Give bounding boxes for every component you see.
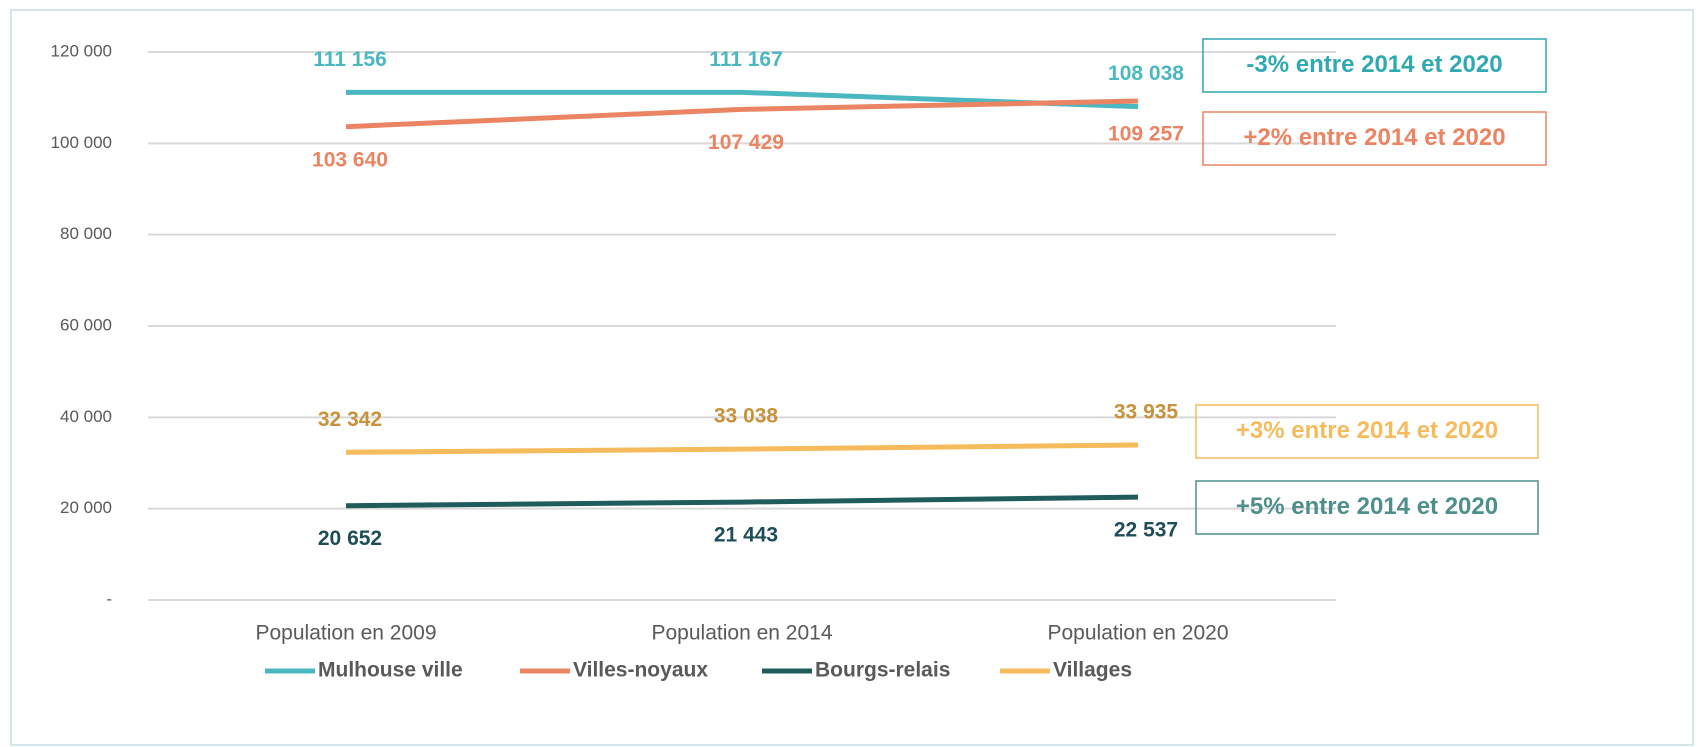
legend-label: Mulhouse ville bbox=[318, 659, 463, 682]
data-label: 108 038 bbox=[1108, 62, 1184, 85]
data-label: 33 038 bbox=[714, 405, 779, 428]
y-tick-label: 100 000 bbox=[51, 133, 112, 152]
series-line bbox=[345, 98, 1139, 130]
annotation-text: -3% entre 2014 et 2020 bbox=[1246, 51, 1502, 78]
legend-label: Bourgs-relais bbox=[815, 659, 950, 682]
y-tick-label: 40 000 bbox=[60, 407, 112, 426]
x-tick-label: Population en 2014 bbox=[652, 622, 833, 645]
y-tick-label: 120 000 bbox=[51, 41, 112, 60]
annotation-text: +5% entre 2014 et 2020 bbox=[1236, 493, 1498, 520]
data-label: 32 342 bbox=[318, 408, 382, 431]
series-line bbox=[345, 494, 1139, 509]
data-label: 111 156 bbox=[313, 48, 387, 71]
annotation-box bbox=[1202, 38, 1547, 93]
y-tick-label: - bbox=[106, 589, 112, 608]
x-tick-label: Population en 2009 bbox=[256, 622, 437, 645]
annotation-text: +2% entre 2014 et 2020 bbox=[1243, 124, 1505, 151]
data-label: 109 257 bbox=[1108, 123, 1184, 146]
annotation-text: +3% entre 2014 et 2020 bbox=[1236, 417, 1498, 444]
x-tick-label: Population en 2020 bbox=[1048, 622, 1229, 645]
data-label: 20 652 bbox=[318, 527, 382, 550]
data-label: 111 167 bbox=[709, 48, 783, 71]
annotation-box bbox=[1195, 480, 1539, 535]
y-tick-label: 20 000 bbox=[60, 498, 112, 517]
legend-label: Villes-noyaux bbox=[573, 659, 708, 682]
series-line bbox=[345, 442, 1139, 455]
data-label: 21 443 bbox=[714, 524, 778, 547]
data-label: 22 537 bbox=[1114, 519, 1178, 542]
annotation-box bbox=[1202, 111, 1547, 166]
data-label: 107 429 bbox=[708, 131, 784, 154]
y-tick-label: 60 000 bbox=[60, 315, 112, 334]
y-tick-label: 80 000 bbox=[60, 224, 112, 243]
annotation-box bbox=[1195, 404, 1539, 459]
data-label: 103 640 bbox=[312, 148, 388, 171]
frame bbox=[10, 9, 1694, 746]
data-label: 33 935 bbox=[1114, 401, 1179, 424]
legend-label: Villages bbox=[1053, 659, 1132, 682]
